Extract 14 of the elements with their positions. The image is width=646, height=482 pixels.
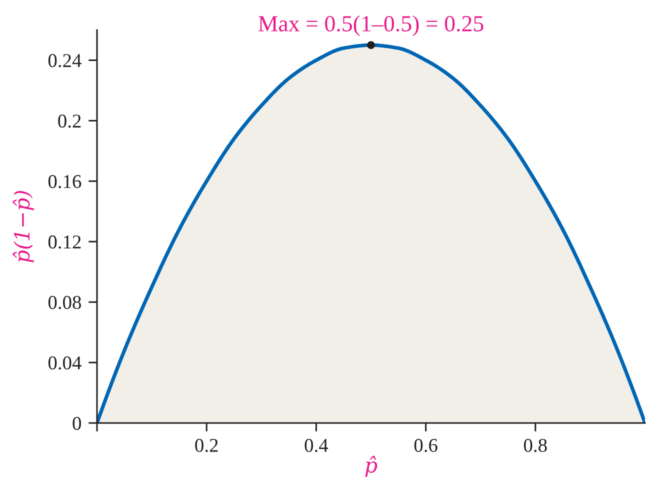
annotation: Max = 0.5(1–0.5) = 0.25: [258, 15, 484, 36]
x-tick-label: 0.4: [304, 438, 328, 452]
y-tick-label: 0.04: [48, 356, 82, 370]
y-tick-label: 0.16: [48, 174, 82, 188]
x-tick-label: 0.6: [414, 438, 438, 452]
y-tick-label: 0.12: [48, 235, 81, 249]
y-tick-label: 0.08: [48, 296, 81, 310]
y-axis-title: p̂(1−p̂): [12, 190, 34, 262]
x-axis-title: p̂: [365, 456, 378, 477]
y-tick-label: 0.2: [58, 114, 81, 128]
y-tick-label: 0: [72, 416, 81, 430]
y-tick-label: 0.24: [48, 54, 82, 68]
x-tick-label: 0.8: [524, 438, 547, 452]
x-tick-label: 0.2: [195, 438, 218, 452]
